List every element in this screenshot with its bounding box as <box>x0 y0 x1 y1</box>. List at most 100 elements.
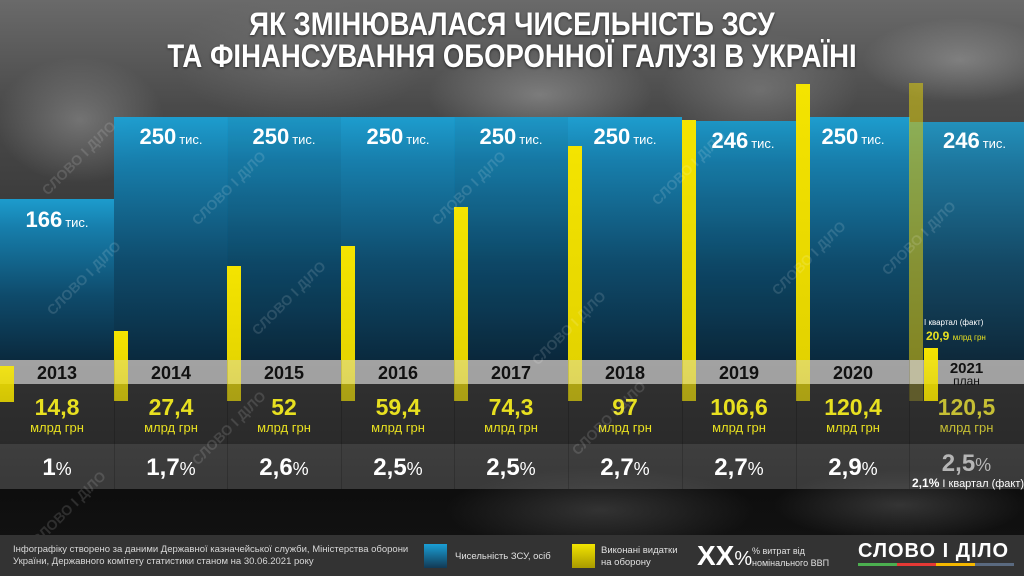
spending-value: 14,8 <box>34 394 80 420</box>
column-2018: 250 тис. <box>568 0 682 535</box>
spending-value: 120,5 <box>937 394 996 420</box>
divider <box>682 360 683 489</box>
title-line-1: ЯК ЗМІНЮВАЛАСЯ ЧИСЕЛЬНІСТЬ ЗСУ <box>249 6 775 42</box>
divider <box>341 360 342 489</box>
year-label: 2013 <box>36 363 78 383</box>
column-2019: 246 тис. <box>682 0 796 535</box>
personnel-value: 250 тис. <box>479 124 543 149</box>
spending-unit: млрд грн <box>598 420 652 435</box>
spending-unit: млрд грн <box>484 420 538 435</box>
legend-personnel-label: Чисельність ЗСУ, осіб <box>455 551 551 562</box>
personnel-value: 246 тис. <box>942 128 1007 153</box>
logo: СЛОВО І ДІЛО <box>858 540 1010 562</box>
spending-bar <box>454 207 468 401</box>
personnel-panel <box>227 117 341 360</box>
personnel-value: 246 тис. <box>711 128 775 153</box>
gdp-percent-q1: 2,1% І квартал (факт) <box>912 476 1024 490</box>
divider <box>227 360 228 489</box>
spending-unit: млрд грн <box>257 420 311 435</box>
year-label: 2021 план <box>949 360 984 388</box>
logo-stripe-red <box>897 563 936 566</box>
divider <box>454 360 455 489</box>
legend-personnel-swatch <box>424 544 447 568</box>
personnel-panel <box>114 117 228 360</box>
spending-value: 97 <box>612 394 638 420</box>
personnel-value: 250 тис. <box>593 124 657 149</box>
spending-value: 27,4 <box>148 394 194 420</box>
year-row <box>0 360 1024 384</box>
year-label: 2015 <box>263 363 305 383</box>
year-label: 2016 <box>377 363 419 383</box>
divider <box>909 360 910 489</box>
year-label: 2014 <box>150 363 192 383</box>
logo-stripe-green <box>858 563 897 566</box>
q1-spending: 20,9 млрд грн <box>926 329 986 343</box>
page-title: ЯК ЗМІНЮВАЛАСЯ ЧИСЕЛЬНІСТЬ ЗСУ ТА ФІНАНС… <box>0 8 1024 72</box>
column-2021: 246 тис. <box>909 0 1024 535</box>
source-note: Інфографіку створено за даними Державної… <box>13 544 409 567</box>
spending-bar-overlay <box>114 360 128 401</box>
year-label: 2017 <box>490 363 532 383</box>
year-label: 2018 <box>604 363 646 383</box>
column-2016: 250 тис. <box>341 0 455 535</box>
personnel-value: 250 тис. <box>139 124 203 149</box>
personnel-value: 250 тис. <box>252 124 316 149</box>
gdp-percent: 2,9% <box>828 454 878 481</box>
personnel-panel <box>909 122 1024 360</box>
q1-label: І квартал (факт) <box>924 318 984 327</box>
spending-bar <box>568 146 582 401</box>
personnel-panel <box>0 199 114 360</box>
gdp-percent: 2,5% <box>486 454 536 481</box>
spending-bar <box>796 84 810 401</box>
column-2017: 250 тис. <box>454 0 568 535</box>
legend-pct-label: % витрат від номінального ВВП <box>752 546 830 568</box>
year-label: 2019 <box>718 363 760 383</box>
spending-bar-overlay <box>682 360 696 401</box>
personnel-value: 250 тис. <box>821 124 885 149</box>
spending-row <box>0 384 1024 444</box>
gdp-percent-plan: 2,5% <box>941 450 992 477</box>
spending-value: 106,6 <box>710 394 768 420</box>
spending-unit: млрд грн <box>30 420 84 435</box>
gdp-percent: 2,7% <box>600 454 650 481</box>
divider <box>796 360 797 489</box>
gdp-percent: 1,7% <box>146 454 196 481</box>
personnel-panel <box>682 121 796 360</box>
gdp-percent: 2,5% <box>373 454 423 481</box>
title-line-2: ТА ФІНАНСУВАННЯ ОБОРОННОЇ ГАЛУЗІ В УКРАЇ… <box>167 38 857 74</box>
spending-bar <box>682 120 696 401</box>
year-label: 2020 <box>832 363 874 383</box>
spending-value: 120,4 <box>824 394 882 420</box>
personnel-value: 250 тис. <box>366 124 430 149</box>
personnel-panel <box>454 117 568 360</box>
spending-value: 59,4 <box>375 394 421 420</box>
gdp-percent: 2,6% <box>259 454 309 481</box>
spending-unit: млрд грн <box>712 420 766 435</box>
spending-bar-overlay <box>341 360 355 401</box>
divider <box>568 360 569 489</box>
footer <box>0 535 1024 576</box>
gdp-percent: 2,7% <box>714 454 764 481</box>
legend-spending-swatch <box>572 544 595 568</box>
gdp-percent: 1% <box>42 454 72 481</box>
column-2020: 250 тис. <box>796 0 910 535</box>
logo-stripe-orange <box>936 563 975 566</box>
legend-pct-symbol: XX% <box>697 540 753 571</box>
spending-bar-overlay <box>924 360 938 401</box>
spending-unit: млрд грн <box>144 420 198 435</box>
spending-bar-overlay <box>796 360 810 401</box>
spending-bar-overlay <box>568 360 582 401</box>
personnel-panel <box>341 117 455 360</box>
spending-unit: млрд грн <box>939 420 994 435</box>
personnel-panel <box>568 117 682 360</box>
personnel-value: 166 тис. <box>25 207 89 232</box>
spending-plan-bar <box>909 83 923 401</box>
spending-unit: млрд грн <box>371 420 425 435</box>
spending-bar-overlay <box>454 360 468 401</box>
gdp-percent-row <box>0 444 1024 489</box>
personnel-panel <box>796 117 910 360</box>
spending-bar-overlay <box>0 366 14 402</box>
legend-spending-label: Виконані видатки на оборону <box>601 545 678 568</box>
column-2014: 250 тис. <box>114 0 228 535</box>
spending-value: 52 <box>271 394 297 420</box>
